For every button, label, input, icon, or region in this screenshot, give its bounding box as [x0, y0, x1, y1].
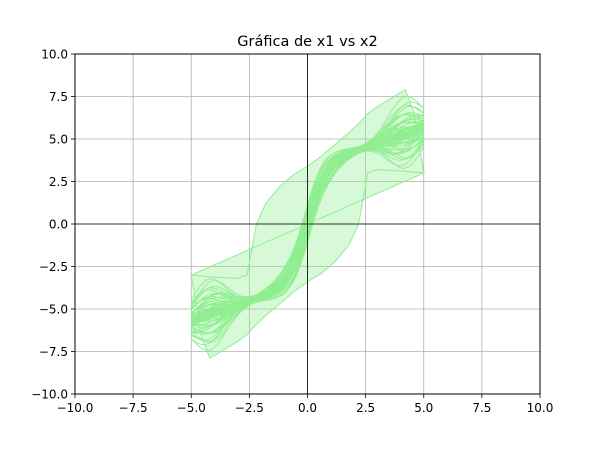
x-tick-label: −10.0 [57, 401, 94, 415]
x-tick-label: 2.5 [356, 401, 375, 415]
x-tick-label: −2.5 [235, 401, 264, 415]
y-tick-label: 10.0 [41, 47, 68, 61]
y-tick-label: 2.5 [49, 175, 68, 189]
y-tick-label: 7.5 [49, 90, 68, 104]
x-tick-label: −7.5 [119, 401, 148, 415]
x-tick-label: 10.0 [527, 401, 554, 415]
y-tick-label: 5.0 [49, 132, 68, 146]
y-tick-label: −2.5 [39, 260, 68, 274]
y-tick-label: −7.5 [39, 345, 68, 359]
y-tick-label: −10.0 [31, 387, 68, 401]
x-tick-label: 5.0 [414, 401, 433, 415]
y-tick-label: 0.0 [49, 217, 68, 231]
chart-title: Gráfica de x1 vs x2 [237, 34, 377, 50]
y-tick-label: −5.0 [39, 302, 68, 316]
x-tick-label: 0.0 [298, 401, 317, 415]
x-tick-label: −5.0 [177, 401, 206, 415]
x-tick-label: 7.5 [472, 401, 491, 415]
